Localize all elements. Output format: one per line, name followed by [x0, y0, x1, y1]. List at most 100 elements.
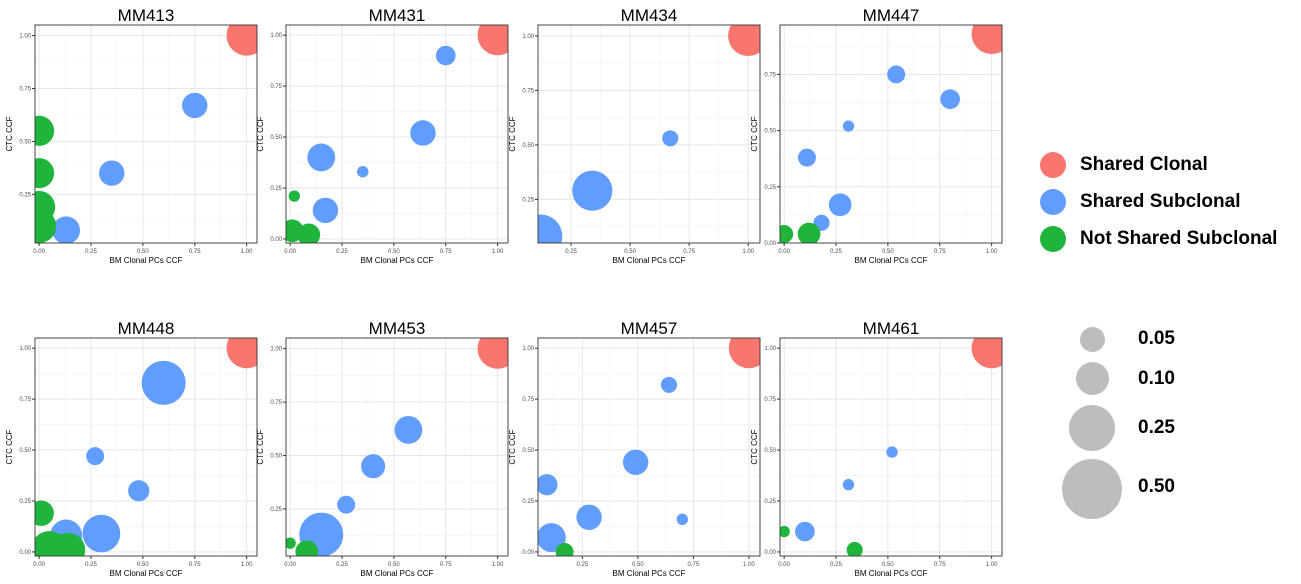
x-tick-label: 0.25	[565, 249, 577, 255]
point-shared-subclonal	[394, 415, 423, 444]
panel-title: MM431	[369, 6, 426, 25]
y-tick-label: 0.25	[270, 186, 282, 192]
points	[286, 25, 508, 243]
panel-title: MM457	[621, 319, 678, 338]
x-tick-label: 0.25	[336, 249, 348, 255]
point-not-shared-subclonal	[51, 532, 86, 556]
panel-title: MM448	[118, 319, 175, 338]
y-tick-label: 0.25	[270, 507, 282, 513]
x-tick-label: 0.25	[85, 562, 97, 568]
y-tick-label: 1.00	[522, 34, 534, 40]
plot-border	[34, 24, 258, 244]
y-tick-label: 0.50	[270, 454, 282, 460]
point-shared-subclonal	[842, 120, 855, 132]
panel-title: MM447	[863, 6, 920, 25]
gridlines	[780, 25, 1002, 243]
point-shared-clonal	[728, 25, 760, 56]
x-tick-label: 0.50	[624, 249, 636, 255]
y-tick-label: 0.50	[522, 448, 534, 454]
point-shared-subclonal	[538, 214, 563, 243]
x-tick-label: 0.25	[577, 562, 589, 568]
size-swatch-0-10	[1076, 362, 1109, 395]
plot-border	[34, 337, 258, 557]
point-shared-clonal	[971, 25, 1002, 55]
scatter-panel: 0.00 0.25 0.50 0.75 1.00 0.00 0.25 0.50 0.75 1.00…	[256, 6, 509, 265]
y-tick-label: 0.50	[764, 448, 776, 454]
y-tick-label: 1.00	[764, 346, 776, 352]
x-tick-label: 1.00	[986, 562, 998, 568]
y-tick-label: 0.75	[522, 88, 534, 94]
x-tick-label: 0.50	[882, 249, 894, 255]
point-shared-subclonal	[886, 446, 898, 458]
x-tick-label: 0.00	[33, 249, 45, 255]
shared-clonal-swatch	[1040, 152, 1066, 178]
point-not-shared-subclonal	[846, 541, 863, 556]
panel-title: MM461	[863, 319, 920, 338]
plot-border	[779, 24, 1003, 244]
x-tick-label: 0.50	[388, 562, 400, 568]
point-shared-subclonal	[572, 170, 613, 211]
point-shared-subclonal	[141, 360, 186, 405]
legend-item-shared-clonal: Shared Clonal	[1040, 152, 1208, 178]
legend: Shared Clonal Shared Subclonal Not Share…	[1040, 140, 1301, 520]
y-axis-label: CTC CCF	[256, 429, 265, 464]
plot-border	[779, 337, 1003, 557]
y-tick-label: 0.00	[764, 550, 776, 556]
gridlines	[538, 338, 760, 556]
point-shared-subclonal	[99, 160, 125, 186]
legend-label: Not Shared Subclonal	[1080, 228, 1278, 249]
x-tick-label: 0.75	[688, 562, 700, 568]
y-tick-label: 0.25	[19, 192, 31, 198]
plot-background	[538, 338, 760, 556]
y-tick-label: 0.00	[270, 237, 282, 243]
point-shared-subclonal	[435, 45, 456, 66]
point-not-shared-subclonal	[35, 209, 57, 243]
plot-border	[537, 337, 761, 557]
points	[35, 338, 257, 556]
point-shared-subclonal	[660, 376, 678, 393]
points	[35, 25, 257, 243]
scatter-panel: 0.00 0.25 0.50 0.75 1.00 0.25 0.50 0.75 1.00 MM45…	[256, 319, 509, 578]
plot-border	[537, 24, 761, 244]
point-shared-subclonal	[52, 216, 81, 243]
x-tick-label: 1.00	[241, 562, 253, 568]
y-tick-label: 0.50	[19, 448, 31, 454]
legend-item-not-shared-subclonal: Not Shared Subclonal	[1040, 226, 1277, 252]
gridlines	[780, 338, 1002, 556]
point-shared-subclonal	[128, 480, 150, 502]
y-tick-label: 0.75	[19, 397, 31, 403]
point-shared-subclonal	[576, 504, 602, 530]
x-axis-label: BM Clonal PCs CCF	[361, 569, 434, 578]
x-axis-label: BM Clonal PCs CCF	[613, 256, 686, 265]
y-tick-label: 0.50	[522, 143, 534, 149]
y-tick-label: 0.25	[764, 185, 776, 191]
x-tick-label: 1.00	[492, 562, 504, 568]
x-tick-label: 0.50	[137, 249, 149, 255]
y-tick-label: 0.00	[522, 550, 534, 556]
scatter-panel: 0.00 0.25 0.50 0.75 1.00 0.00 0.25 0.50 0.75 1.00…	[750, 319, 1003, 578]
y-tick-label: 1.00	[270, 347, 282, 353]
scatter-panel: 0.00 0.25 0.50 0.75 1.00 0.00 0.25 0.50 0.75 1.00…	[5, 319, 258, 578]
point-not-shared-subclonal	[797, 222, 821, 243]
point-shared-subclonal	[337, 495, 356, 514]
plot-border	[285, 337, 509, 557]
y-tick-label: 0.75	[764, 397, 776, 403]
point-shared-clonal	[477, 338, 508, 369]
y-axis-label: CTC CCF	[256, 116, 265, 151]
point-shared-subclonal	[82, 514, 121, 553]
point-not-shared-subclonal	[288, 190, 300, 202]
point-shared-subclonal	[676, 513, 688, 526]
point-shared-subclonal	[307, 143, 336, 172]
point-shared-subclonal	[538, 474, 558, 496]
y-tick-label: 0.50	[270, 135, 282, 141]
y-tick-label: 0.25	[522, 499, 534, 505]
legend-label: Shared Clonal	[1080, 154, 1208, 175]
point-not-shared-subclonal	[555, 542, 574, 556]
shared-subclonal-swatch	[1040, 189, 1066, 215]
point-shared-clonal	[226, 338, 257, 369]
y-tick-label: 0.00	[764, 241, 776, 247]
point-not-shared-subclonal	[35, 500, 54, 526]
plot-background	[35, 25, 257, 243]
x-tick-label: 0.25	[830, 562, 842, 568]
